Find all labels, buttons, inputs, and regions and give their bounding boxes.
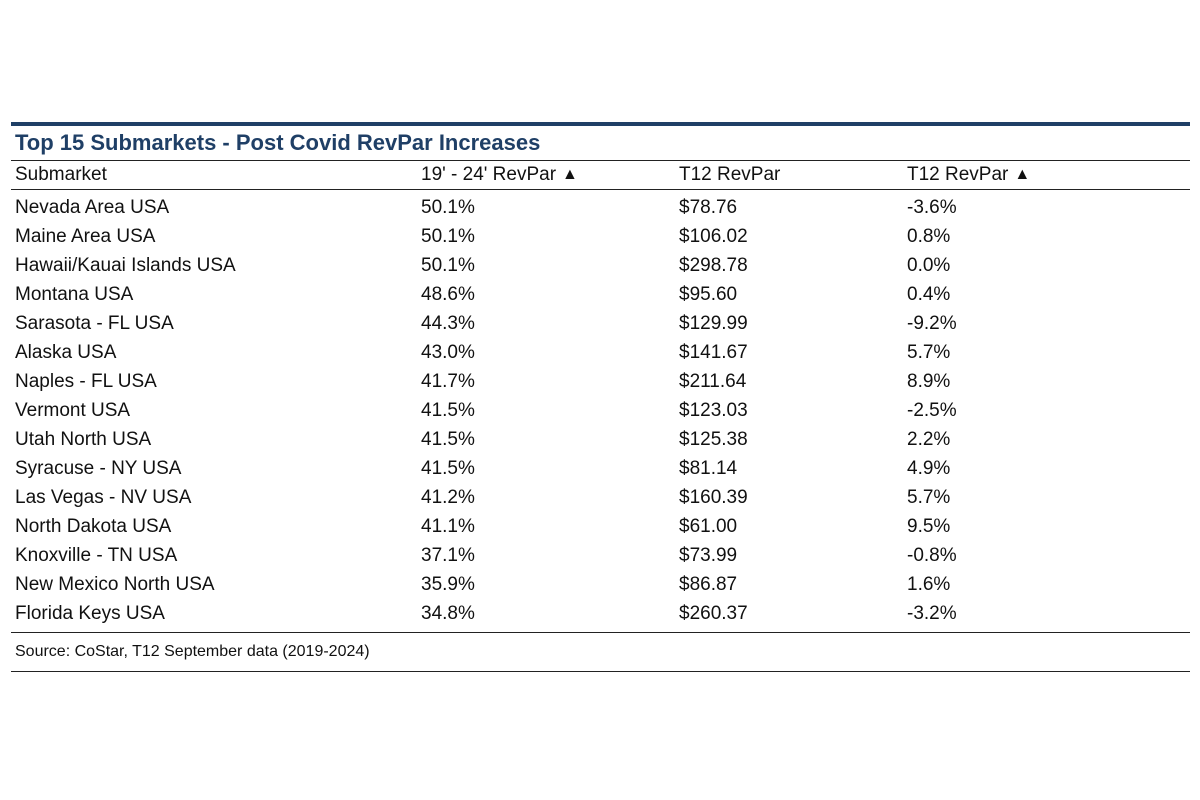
cell-t12-revpar: $73.99	[679, 545, 738, 566]
header-t12-change-label: T12 RevPar	[907, 164, 1009, 185]
table-row: New Mexico North USA 35.9% $86.87 1.6%	[11, 570, 1190, 599]
cell-change-19-24: 44.3%	[421, 313, 475, 334]
cell-t12-change: -9.2%	[907, 313, 957, 334]
cell-t12-change: 8.9%	[907, 371, 951, 392]
cell-t12-revpar: $141.67	[679, 342, 748, 363]
top-rule	[11, 122, 1190, 126]
table-row: Syracuse - NY USA 41.5% $81.14 4.9%	[11, 454, 1190, 483]
cell-submarket: Maine Area USA	[15, 226, 156, 247]
cell-submarket: Nevada Area USA	[15, 197, 170, 218]
cell-t12-change: -3.2%	[907, 603, 957, 624]
cell-change-19-24: 50.1%	[421, 197, 475, 218]
table-row: Naples - FL USA 41.7% $211.64 8.9%	[11, 367, 1190, 396]
cell-submarket: Syracuse - NY USA	[15, 458, 182, 479]
header-change-19-24-label: 19' - 24' RevPar	[421, 164, 557, 185]
cell-t12-change: 5.7%	[907, 342, 951, 363]
cell-change-19-24: 43.0%	[421, 342, 475, 363]
cell-submarket: Montana USA	[15, 284, 134, 305]
cell-t12-change: 5.7%	[907, 487, 951, 508]
table-row: Las Vegas - NV USA 41.2% $160.39 5.7%	[11, 483, 1190, 512]
cell-submarket: Alaska USA	[15, 342, 117, 363]
source-note: Source: CoStar, T12 September data (2019…	[15, 643, 370, 660]
table-row: Hawaii/Kauai Islands USA 50.1% $298.78 0.0%	[11, 251, 1190, 280]
cell-t12-change: -2.5%	[907, 400, 957, 421]
table-row: Utah North USA 41.5% $125.38 2.2%	[11, 425, 1190, 454]
cell-submarket: Florida Keys USA	[15, 603, 165, 624]
cell-t12-revpar: $123.03	[679, 400, 748, 421]
header-submarket: Submarket	[15, 164, 107, 185]
cell-change-19-24: 34.8%	[421, 603, 475, 624]
table-row: Nevada Area USA 50.1% $78.76 -3.6%	[11, 193, 1190, 222]
cell-t12-change: 0.8%	[907, 226, 951, 247]
triangle-up-icon: ▲	[1014, 166, 1031, 183]
header-t12-change: T12 RevPar ▲	[907, 161, 1167, 189]
cell-t12-change: -3.6%	[907, 197, 957, 218]
header-change-19-24: 19' - 24' RevPar ▲	[421, 161, 679, 189]
cell-t12-revpar: $81.14	[679, 458, 738, 479]
cell-t12-revpar: $86.87	[679, 574, 738, 595]
cell-change-19-24: 41.1%	[421, 516, 475, 537]
footer-rule	[11, 632, 1190, 633]
cell-t12-change: 2.2%	[907, 429, 951, 450]
table-title: Top 15 Submarkets - Post Covid RevPar In…	[15, 130, 541, 155]
cell-change-19-24: 41.5%	[421, 400, 475, 421]
cell-change-19-24: 48.6%	[421, 284, 475, 305]
cell-t12-change: 4.9%	[907, 458, 951, 479]
table-row: Knoxville - TN USA 37.1% $73.99 -0.8%	[11, 541, 1190, 570]
table-row: Maine Area USA 50.1% $106.02 0.8%	[11, 222, 1190, 251]
cell-submarket: Vermont USA	[15, 400, 131, 421]
cell-t12-change: 9.5%	[907, 516, 951, 537]
table-row: Sarasota - FL USA 44.3% $129.99 -9.2%	[11, 309, 1190, 338]
cell-submarket: Las Vegas - NV USA	[15, 487, 192, 508]
cell-submarket: Utah North USA	[15, 429, 152, 450]
cell-t12-change: 0.0%	[907, 255, 951, 276]
cell-submarket: Naples - FL USA	[15, 371, 157, 392]
cell-change-19-24: 50.1%	[421, 255, 475, 276]
table-row: Florida Keys USA 34.8% $260.37 -3.2%	[11, 599, 1190, 628]
cell-change-19-24: 41.2%	[421, 487, 475, 508]
cell-submarket: New Mexico North USA	[15, 574, 215, 595]
cell-change-19-24: 50.1%	[421, 226, 475, 247]
cell-change-19-24: 37.1%	[421, 545, 475, 566]
cell-change-19-24: 41.5%	[421, 429, 475, 450]
table-row: Alaska USA 43.0% $141.67 5.7%	[11, 338, 1190, 367]
table-row: Montana USA 48.6% $95.60 0.4%	[11, 280, 1190, 309]
cell-submarket: Sarasota - FL USA	[15, 313, 174, 334]
cell-t12-revpar: $61.00	[679, 516, 738, 537]
triangle-up-icon: ▲	[562, 166, 578, 183]
cell-t12-change: 1.6%	[907, 574, 951, 595]
cell-t12-revpar: $125.38	[679, 429, 748, 450]
header-t12: T12 RevPar	[679, 164, 781, 185]
cell-t12-revpar: $160.39	[679, 487, 748, 508]
table-body: Nevada Area USA 50.1% $78.76 -3.6% Maine Are…	[11, 190, 1190, 628]
cell-t12-revpar: $260.37	[679, 603, 748, 624]
cell-submarket: North Dakota USA	[15, 516, 172, 537]
bottom-rule	[11, 671, 1190, 672]
cell-t12-revpar: $298.78	[679, 255, 748, 276]
cell-t12-change: 0.4%	[907, 284, 951, 305]
table-header-row: Submarket 19' - 24' RevPar ▲ T12 RevPar T…	[11, 160, 1190, 190]
table-row: North Dakota USA 41.1% $61.00 9.5%	[11, 512, 1190, 541]
cell-t12-revpar: $95.60	[679, 284, 738, 305]
cell-t12-change: -0.8%	[907, 545, 957, 566]
cell-submarket: Hawaii/Kauai Islands USA	[15, 255, 236, 276]
cell-t12-revpar: $129.99	[679, 313, 748, 334]
cell-change-19-24: 35.9%	[421, 574, 475, 595]
cell-t12-revpar: $211.64	[679, 371, 747, 392]
cell-t12-revpar: $78.76	[679, 197, 738, 218]
cell-change-19-24: 41.7%	[421, 371, 475, 392]
table-row: Vermont USA 41.5% $123.03 -2.5%	[11, 396, 1190, 425]
cell-change-19-24: 41.5%	[421, 458, 475, 479]
revpar-table: Top 15 Submarkets - Post Covid RevPar In…	[11, 122, 1190, 672]
cell-submarket: Knoxville - TN USA	[15, 545, 178, 566]
cell-t12-revpar: $106.02	[679, 226, 748, 247]
